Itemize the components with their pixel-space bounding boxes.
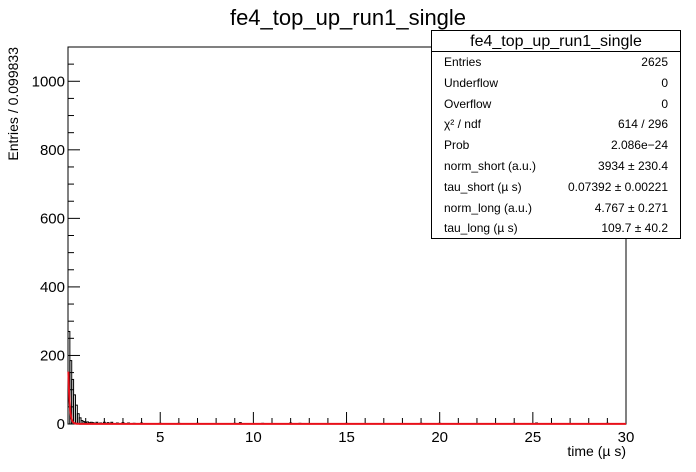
- stats-value: 109.7 ± 40.2: [601, 221, 668, 236]
- y-axis-title: Entries / 0.099833: [5, 47, 21, 161]
- x-tick-label: 30: [618, 429, 635, 446]
- stats-label: Overflow: [444, 96, 492, 111]
- y-tick-label: 0: [57, 416, 65, 433]
- stats-row: norm_long (a.u.) 4.767 ± 0.271: [432, 198, 680, 219]
- histogram-series: [67, 330, 609, 425]
- y-tick-label: 1000: [32, 73, 65, 90]
- stats-label: norm_long (a.u.): [444, 200, 533, 215]
- x-tick-label: 20: [431, 429, 448, 446]
- stats-value: 0.07392 ± 0.00221: [567, 179, 668, 194]
- stats-row: Entries 2625: [432, 52, 680, 73]
- stats-label: Underflow: [444, 75, 499, 90]
- y-tick-label: 600: [40, 210, 65, 227]
- stats-row: tau_long (µ s) 109.7 ± 40.2: [432, 218, 680, 239]
- stats-value: 3934 ± 230.4: [598, 158, 668, 173]
- stats-rows: Entries 2625 Underflow 0 Overflow 0 χ² / ndf 61…: [432, 52, 680, 239]
- stats-value: 2.086e−24: [610, 138, 668, 153]
- x-tick-label: 25: [525, 429, 542, 446]
- stats-label: χ² / ndf: [444, 117, 481, 132]
- x-axis-title: time (µ s): [567, 443, 626, 459]
- stats-row: norm_short (a.u.) 3934 ± 230.4: [432, 156, 680, 177]
- stats-value: 2625: [641, 55, 668, 69]
- stats-box: fe4_top_up_run1_single Entries 2625 Underf…: [431, 30, 681, 239]
- stats-row: Overflow 0: [432, 94, 680, 115]
- x-tick-label: 5: [156, 429, 164, 446]
- y-tick-label: 400: [40, 279, 65, 296]
- stats-label: tau_long (µ s): [444, 221, 518, 236]
- x-tick-labels: 5 10 15 20 25 30: [156, 429, 634, 446]
- stats-label: norm_short (a.u.): [444, 158, 537, 173]
- x-tick-label: 10: [245, 429, 262, 446]
- y-tick-label: 800: [40, 142, 65, 159]
- stats-value: 0: [661, 75, 668, 90]
- stats-row: Underflow 0: [432, 73, 680, 94]
- stats-label: Prob: [444, 138, 470, 153]
- x-tick-label: 15: [338, 429, 355, 446]
- stats-label: Entries: [444, 55, 482, 69]
- stats-row: tau_short (µ s) 0.07392 ± 0.00221: [432, 177, 680, 198]
- stats-label: tau_short (µ s): [444, 179, 522, 194]
- stats-title: fe4_top_up_run1_single: [432, 31, 680, 52]
- chart-title: fe4_top_up_run1_single: [230, 5, 466, 30]
- stats-row: Prob 2.086e−24: [432, 135, 680, 156]
- stats-value: 0: [661, 96, 668, 111]
- stats-value: 4.767 ± 0.271: [594, 200, 668, 215]
- stats-value: 614 / 296: [617, 117, 668, 132]
- y-tick-label: 200: [40, 347, 65, 364]
- y-tick-labels: 0 200 400 600 800 1000: [32, 73, 65, 433]
- stats-row: χ² / ndf 614 / 296: [432, 114, 680, 135]
- fit-curve: [67, 371, 626, 425]
